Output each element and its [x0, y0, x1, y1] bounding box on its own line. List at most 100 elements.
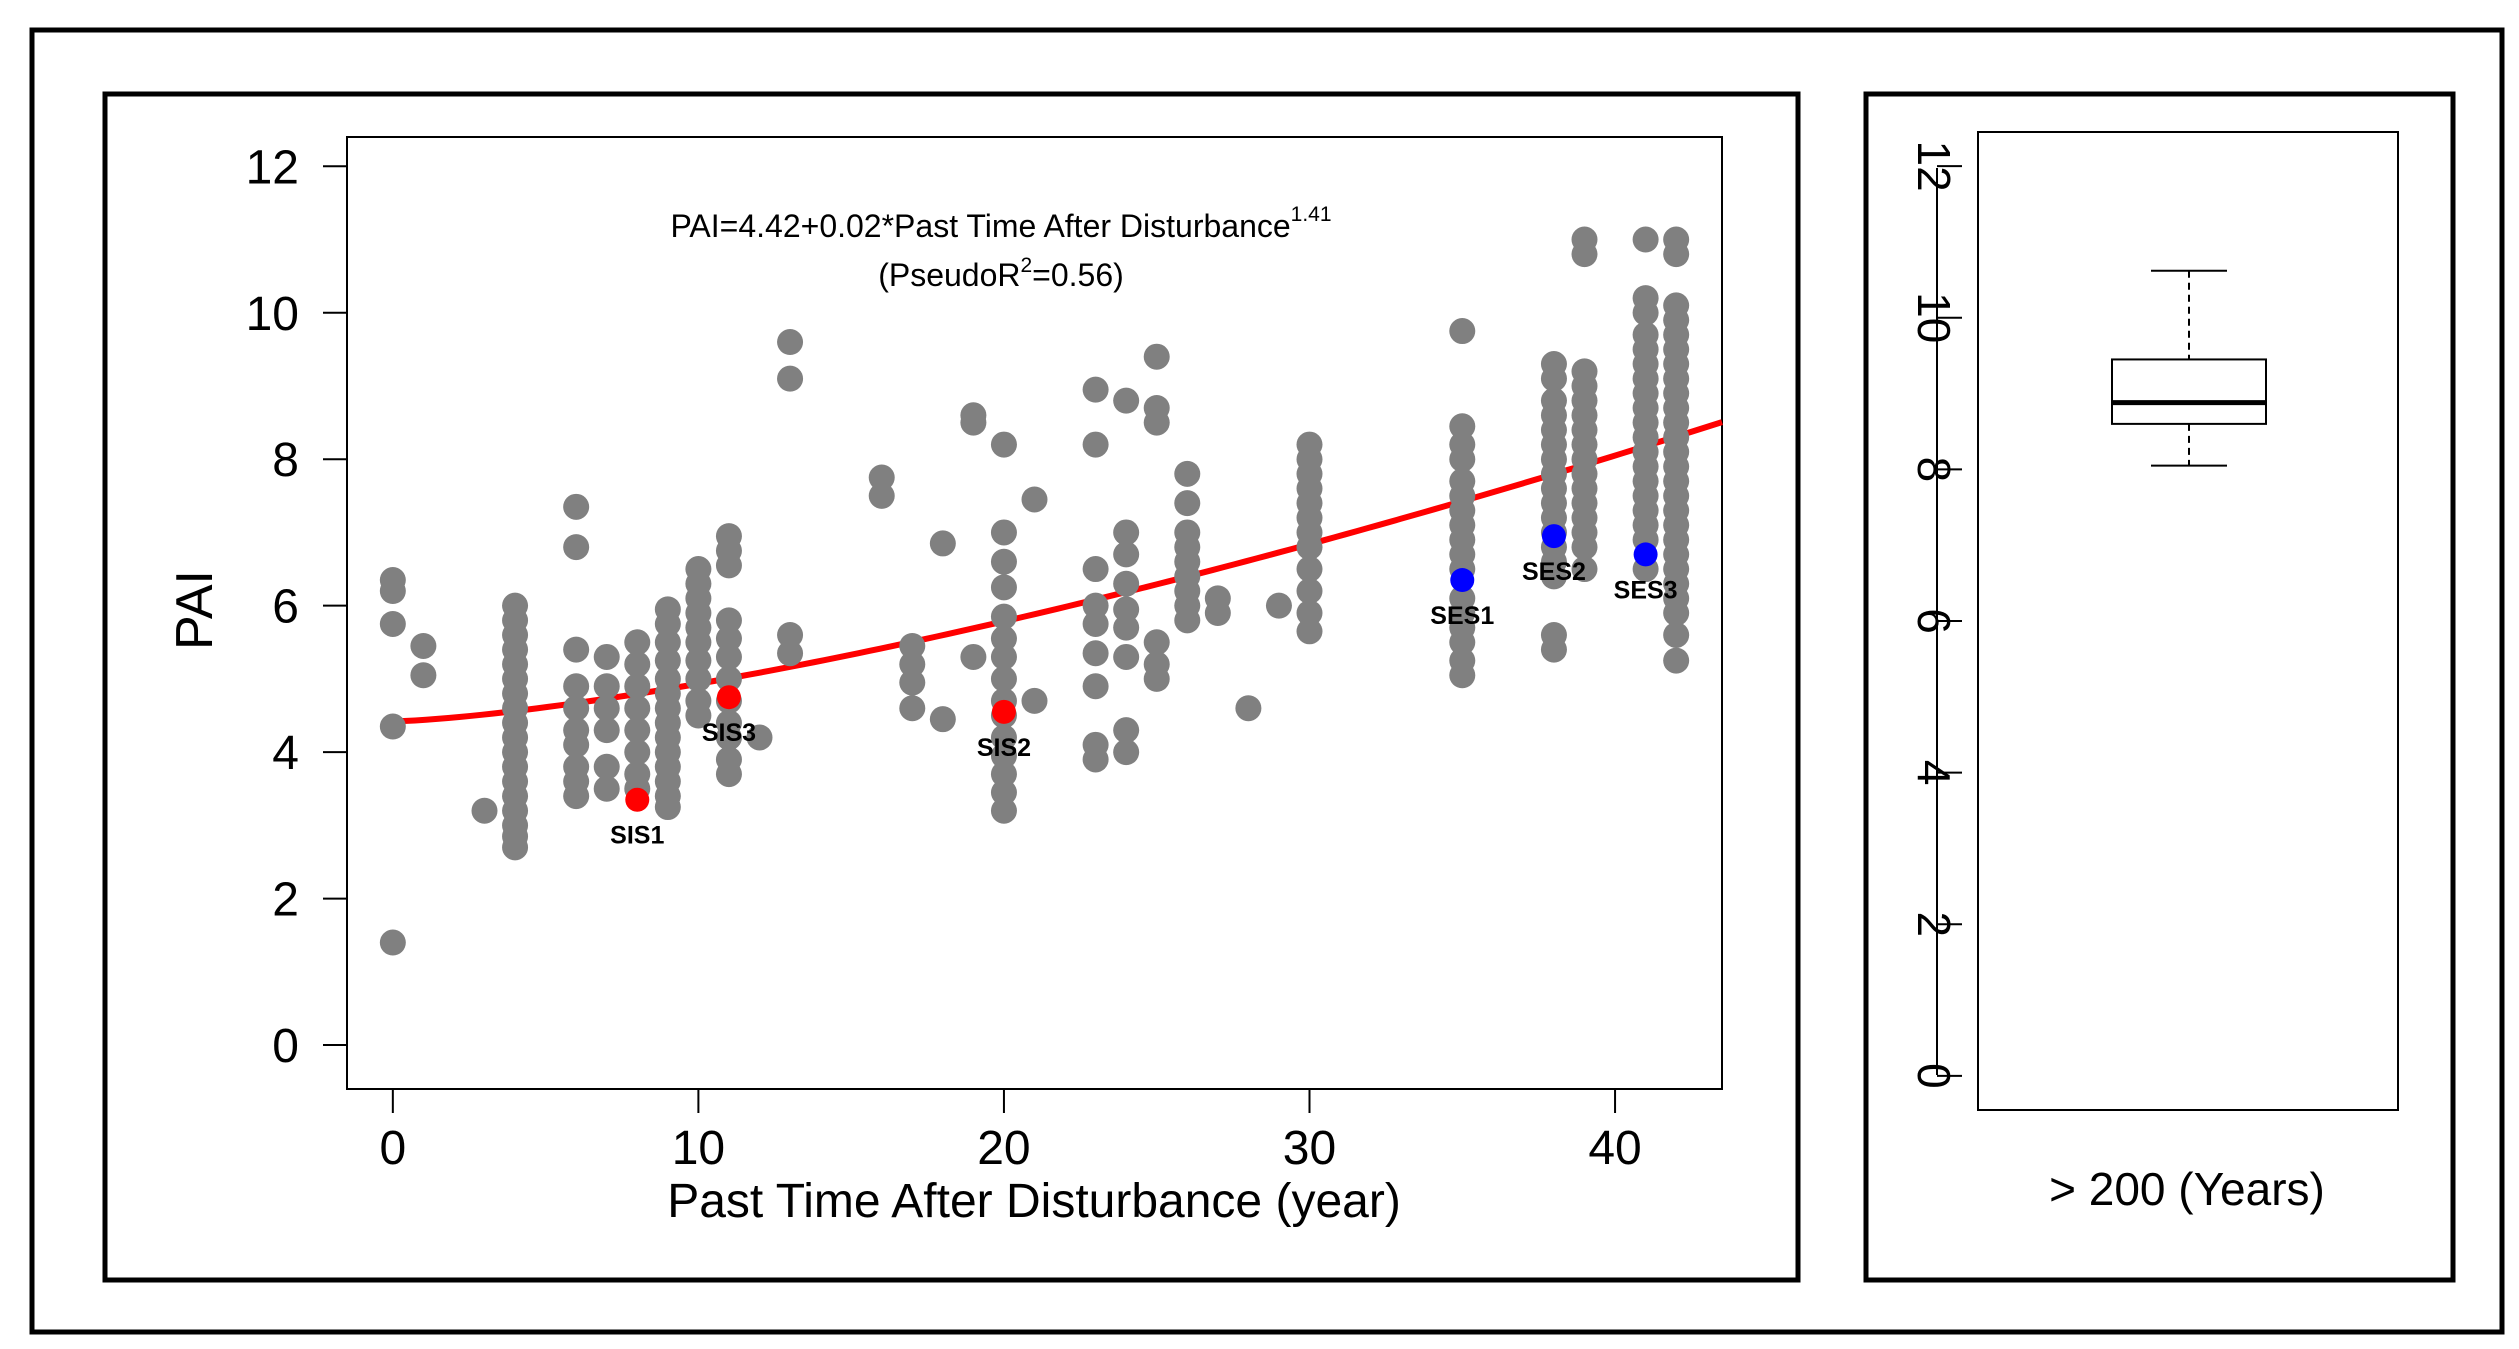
box-y-tick-label: 2: [1908, 911, 1960, 937]
box-y-tick-label: 8: [1908, 457, 1960, 483]
data-point: [410, 632, 437, 659]
data-point: [1296, 556, 1323, 583]
data-point: [1113, 596, 1140, 623]
data-point: [471, 797, 498, 824]
iqr-box: [2111, 358, 2267, 425]
x-ticks: 0 10 20 30 40: [379, 1089, 1642, 1175]
data-point: [1143, 409, 1170, 436]
data-point: [990, 742, 1017, 769]
box-category-label: > 200 (Years): [2049, 1163, 2325, 1215]
data-point: [777, 621, 804, 648]
data-point: [593, 673, 620, 700]
x-tick-label: 0: [379, 1122, 406, 1175]
data-point: [715, 607, 742, 634]
data-point: [1632, 299, 1659, 326]
box-y-tick-label: 0: [1908, 1063, 1960, 1089]
data-point: [746, 724, 773, 751]
data-point: [624, 673, 651, 700]
data-point: [1540, 636, 1567, 663]
data-point: [1540, 365, 1567, 392]
data-point: [1449, 629, 1476, 656]
y-tick-label: 8: [272, 434, 299, 487]
x-tick-label: 20: [977, 1122, 1030, 1175]
data-point: [990, 779, 1017, 806]
box-y-tick-label: 10: [1908, 292, 1960, 343]
x-tick-label: 40: [1588, 1122, 1641, 1175]
equation-text: PAI=4.42+0.02*Past Time After Disturbanc…: [670, 203, 1331, 244]
data-point: [990, 665, 1017, 692]
scatter-chart: 0 10 20 30 40 0 2 4 6 8 10 12 SIS1 SIS3 SIS2 SES1 SES2…: [166, 136, 1723, 1228]
data-point: [563, 783, 590, 810]
data-point: [685, 647, 712, 674]
data-point: [960, 409, 987, 436]
data-point: [1082, 640, 1109, 667]
data-point: [1113, 519, 1140, 546]
data-point: [1113, 643, 1140, 670]
data-point: [593, 753, 620, 780]
data-point: [715, 643, 742, 670]
data-point: [868, 482, 895, 509]
data-point: [1571, 534, 1598, 561]
x-tick-label: 30: [1283, 1122, 1336, 1175]
data-point: [1296, 600, 1323, 626]
data-point: [1663, 600, 1690, 626]
y-axis-label: PAI: [166, 570, 224, 650]
highlighted-point: [716, 685, 741, 710]
data-point: [563, 695, 590, 722]
data-point: [654, 647, 681, 674]
point-label: SES1: [1430, 602, 1494, 630]
data-point: [868, 464, 895, 491]
data-point: [990, 797, 1017, 824]
data-point: [990, 574, 1017, 601]
data-point: [379, 610, 406, 637]
data-point: [899, 695, 926, 722]
data-point: [410, 662, 437, 689]
data-point: [899, 651, 926, 678]
data-point: [1113, 614, 1140, 641]
data-point: [1632, 226, 1659, 253]
data-point: [685, 665, 712, 692]
outer-frame: [29, 27, 2505, 1335]
data-point: [379, 929, 406, 956]
highlighted-point: [991, 699, 1016, 724]
box-y-tick-label: 12: [1908, 141, 1960, 192]
data-point: [1082, 746, 1109, 773]
fit-curve: [392, 419, 1723, 725]
data-point: [1021, 687, 1048, 714]
data-point: [990, 643, 1017, 670]
data-point: [1113, 570, 1140, 597]
data-point: [929, 706, 956, 733]
data-point: [563, 534, 590, 561]
data-point: [929, 530, 956, 557]
data-point: [563, 493, 590, 520]
pseudo-r2-text: (PseudoR2=0.56): [878, 254, 1124, 293]
data-point: [624, 739, 651, 766]
data-point: [1113, 739, 1140, 766]
data-point: [1265, 592, 1292, 619]
box-y-tick-label: 4: [1908, 760, 1960, 786]
box-panel-frame: [1863, 91, 2456, 1283]
data-point: [990, 519, 1017, 546]
data-point: [990, 603, 1017, 630]
y-tick-label: 10: [246, 288, 299, 341]
data-point: [1082, 431, 1109, 458]
point-label: SIS3: [702, 719, 756, 747]
data-point: [624, 717, 651, 744]
x-axis-label: Past Time After Disturbance (year): [667, 1175, 1401, 1228]
data-point: [990, 761, 1017, 788]
box-chart: 0 2 4 6 8 10 12 > 200 (Years): [1908, 131, 2399, 1215]
data-point: [624, 651, 651, 678]
data-point: [1113, 387, 1140, 414]
data-point: [1663, 241, 1690, 268]
data-point: [1296, 578, 1323, 605]
scatter-panel-frame: [102, 91, 1801, 1283]
data-point: [1663, 621, 1690, 648]
data-point: [715, 665, 742, 692]
point-label: SES3: [1614, 576, 1678, 604]
data-point: [624, 695, 651, 722]
box-y-ticks: 0 2 4 6 8 10 12: [1908, 141, 1962, 1089]
data-point: [624, 629, 651, 656]
data-point: [1113, 717, 1140, 744]
highlighted-points: SIS1 SIS3 SIS2 SES1 SES2 SES3: [610, 524, 1678, 850]
